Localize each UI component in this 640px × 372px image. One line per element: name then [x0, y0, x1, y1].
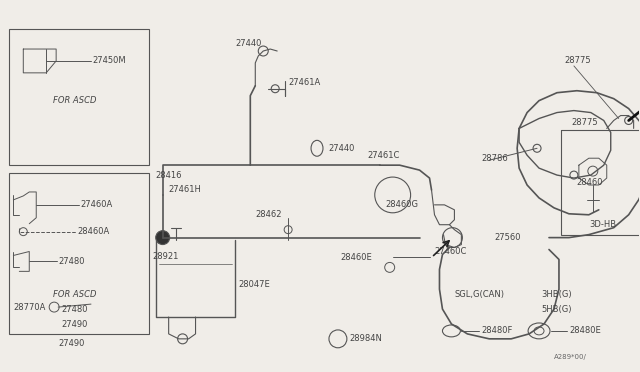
Text: 28416: 28416 [156, 171, 182, 180]
Text: 28775: 28775 [564, 57, 591, 65]
Text: FOR ASCD: FOR ASCD [53, 96, 97, 105]
Text: 28786: 28786 [481, 154, 508, 163]
Text: 28770A: 28770A [13, 302, 45, 312]
Text: 27440: 27440 [328, 144, 355, 153]
Text: 28480E: 28480E [569, 326, 601, 336]
Text: 27461C: 27461C [368, 151, 400, 160]
Text: 28460G: 28460G [386, 201, 419, 209]
Bar [10, 29, 148, 165]
Text: 28460A: 28460A [77, 227, 109, 236]
Text: 28480F: 28480F [481, 326, 513, 336]
Text: 28460: 28460 [577, 177, 604, 186]
Text: 3D-HB: 3D-HB [589, 220, 616, 229]
Text: SGL,G(CAN): SGL,G(CAN) [454, 290, 504, 299]
Text: 3HB(G): 3HB(G) [541, 290, 572, 299]
Text: 28775: 28775 [571, 118, 598, 127]
Text: 28921: 28921 [153, 252, 179, 261]
Bar [10, 173, 148, 334]
Text: 27461A: 27461A [288, 78, 321, 87]
Text: 27480: 27480 [58, 257, 84, 266]
Text: 27560: 27560 [494, 233, 521, 242]
Text: 27460A: 27460A [80, 201, 112, 209]
Text: 27480: 27480 [61, 305, 88, 314]
Text: 27440: 27440 [236, 39, 262, 48]
Text: 27450M: 27450M [92, 57, 125, 65]
Text: 28984N: 28984N [350, 334, 383, 343]
Text: 28462: 28462 [255, 210, 282, 219]
Text: 5HB(G): 5HB(G) [541, 305, 572, 314]
Text: 27461H: 27461H [169, 186, 202, 195]
Text: 28047E: 28047E [238, 280, 270, 289]
Text: 27460C: 27460C [435, 247, 467, 256]
Text: FOR ASCD: FOR ASCD [53, 290, 97, 299]
Bar [561, 131, 640, 235]
Text: 27490: 27490 [61, 320, 88, 330]
Text: A289*00/: A289*00/ [554, 354, 587, 360]
Text: 27490: 27490 [58, 339, 84, 348]
Circle shape [156, 231, 170, 244]
Text: 28460E: 28460E [340, 253, 372, 262]
